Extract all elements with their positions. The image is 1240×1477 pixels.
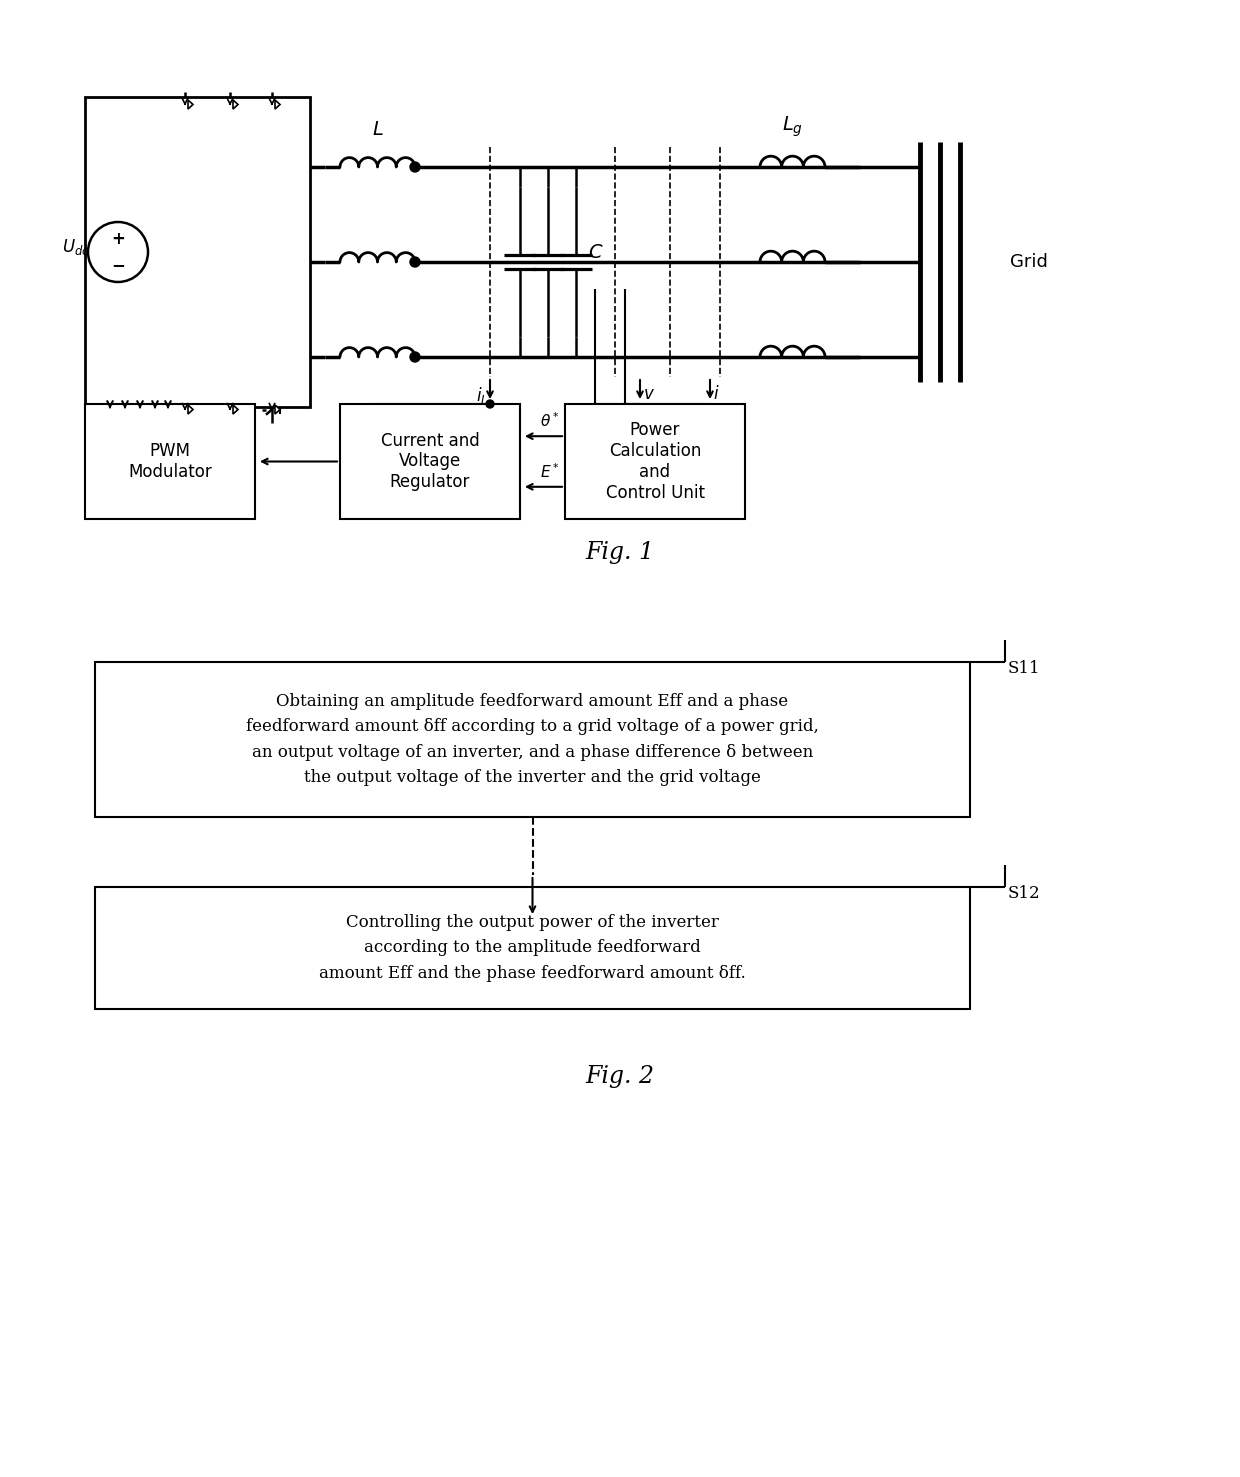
Text: $U_{dc}$: $U_{dc}$: [62, 236, 89, 257]
Text: $C$: $C$: [588, 242, 604, 261]
Text: S11: S11: [1008, 660, 1040, 676]
Text: $L_g$: $L_g$: [782, 115, 804, 139]
Bar: [86, 405, 255, 518]
Text: $L$: $L$: [372, 120, 383, 139]
Text: Grid: Grid: [1011, 253, 1048, 270]
Circle shape: [410, 352, 420, 362]
Bar: [95, 662, 970, 817]
Text: $E^*$: $E^*$: [541, 462, 560, 482]
Polygon shape: [188, 100, 193, 109]
Text: Obtaining an amplitude feedforward amount Eff and a phase
feedforward amount δff: Obtaining an amplitude feedforward amoun…: [246, 693, 818, 786]
Text: Current and
Voltage
Regulator: Current and Voltage Regulator: [381, 431, 480, 492]
Text: S12: S12: [1008, 885, 1040, 902]
Polygon shape: [188, 405, 193, 414]
Circle shape: [410, 162, 420, 171]
Text: Fig. 1: Fig. 1: [585, 541, 655, 564]
Text: $i_L$: $i_L$: [476, 385, 489, 406]
Polygon shape: [233, 100, 238, 109]
Text: $v$: $v$: [644, 385, 655, 403]
Text: PWM
Modulator: PWM Modulator: [128, 442, 212, 482]
Polygon shape: [233, 405, 238, 414]
Text: −: −: [112, 256, 125, 275]
Text: Controlling the output power of the inverter
according to the amplitude feedforw: Controlling the output power of the inve…: [319, 914, 746, 982]
Polygon shape: [275, 100, 280, 109]
Bar: [565, 405, 745, 518]
Polygon shape: [275, 405, 280, 414]
Bar: [340, 405, 520, 518]
Text: $\theta^*$: $\theta^*$: [541, 412, 560, 430]
Text: $i$: $i$: [713, 385, 719, 403]
Circle shape: [410, 257, 420, 267]
Text: Power
Calculation
and
Control Unit: Power Calculation and Control Unit: [605, 421, 704, 502]
Bar: [86, 97, 310, 408]
Text: +: +: [112, 230, 125, 248]
Bar: [95, 888, 970, 1009]
Circle shape: [486, 400, 494, 408]
Text: Fig. 2: Fig. 2: [585, 1065, 655, 1089]
Circle shape: [88, 222, 148, 282]
